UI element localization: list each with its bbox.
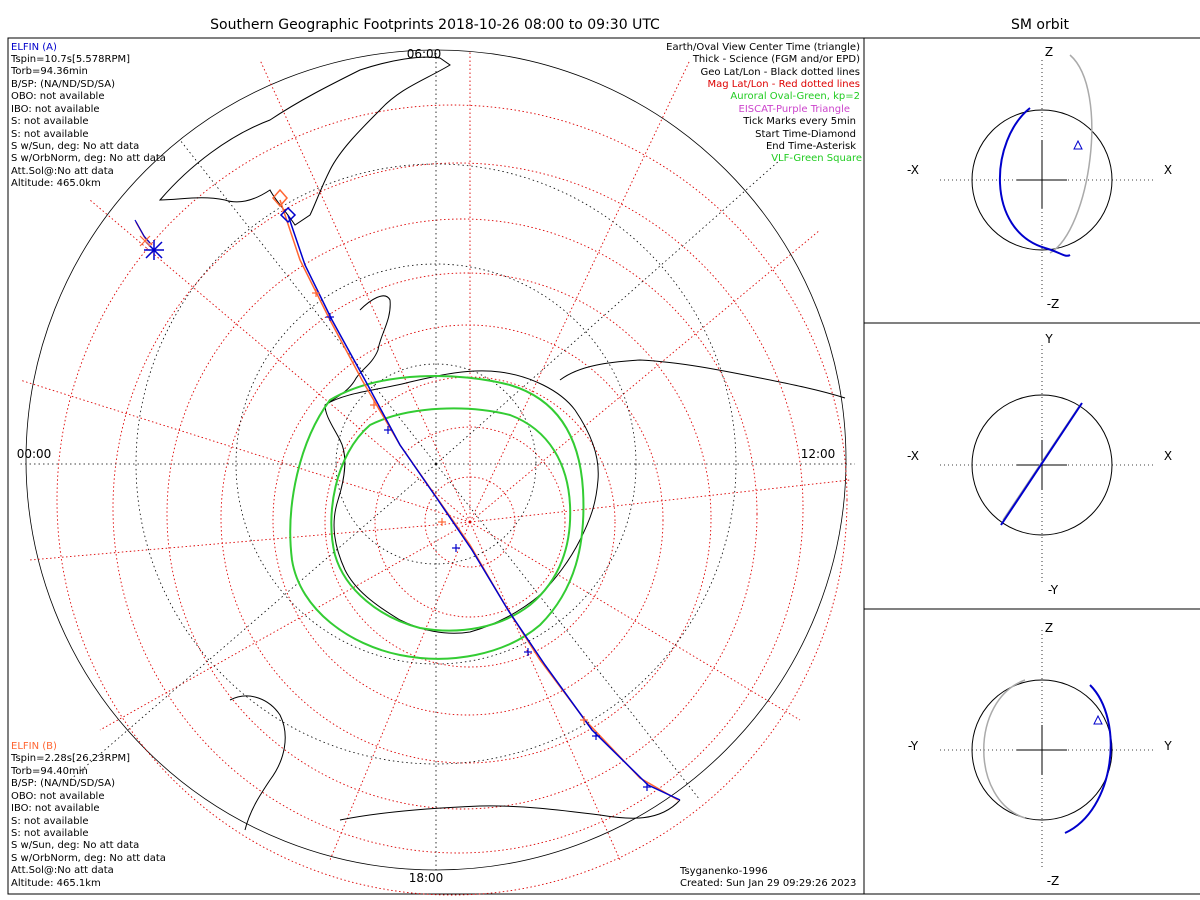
elfin-a-line: B/SP: (NA/ND/SD/SA) bbox=[11, 79, 115, 90]
elfin-b-line: Torb=94.40min bbox=[10, 766, 88, 777]
elfin-a-name: ELFIN (A) bbox=[11, 42, 57, 53]
auroral-oval-outer bbox=[289, 375, 585, 660]
sm-orbit-title: SM orbit bbox=[1011, 17, 1070, 33]
elfin-a-line: S w/Sun, deg: No att data bbox=[11, 141, 139, 152]
frame bbox=[7, 37, 1200, 895]
legend-entry: EISCAT-Purple Triangle bbox=[739, 104, 851, 115]
clock-label-right: 12:00 bbox=[801, 447, 836, 461]
legend-entry: Thick - Science (FGM and/or EPD) bbox=[692, 54, 860, 65]
axis-label-right: X bbox=[1164, 449, 1172, 463]
mag-grid bbox=[19, 50, 851, 896]
clock-label-bottom: 18:00 bbox=[409, 871, 444, 885]
legend-entry: Tick Marks every 5min bbox=[742, 116, 856, 127]
sm-panel-xz: Z -Z -X X bbox=[907, 45, 1172, 311]
axis-label-left: -X bbox=[907, 449, 919, 463]
legend-entry: Earth/Oval View Center Time (triangle) bbox=[666, 42, 860, 53]
legend-entry: Auroral Oval-Green, kp=2 bbox=[730, 91, 860, 102]
elfin-a-line: OBO: not available bbox=[11, 91, 105, 102]
elfin-b-line: S w/OrbNorm, deg: No att data bbox=[11, 853, 166, 864]
view-center-triangle bbox=[1073, 139, 1083, 150]
new-zealand-coast bbox=[339, 799, 681, 821]
elfin-b-line: Tspin=2.28s[26.23RPM] bbox=[10, 753, 130, 764]
auroral-oval-inner bbox=[330, 407, 572, 632]
legend-entry: Geo Lat/Lon - Black dotted lines bbox=[701, 67, 860, 78]
elfin-b-line: B/SP: (NA/ND/SD/SA) bbox=[11, 778, 115, 789]
elfin-b-line: S w/Sun, deg: No att data bbox=[11, 840, 139, 851]
elfin-a-tick-marks bbox=[326, 313, 651, 791]
elfin-b-orbit bbox=[1049, 54, 1093, 254]
elfin-b-orbit bbox=[983, 679, 1026, 819]
created-timestamp: Created: Sun Jan 29 09:29:26 2023 bbox=[680, 878, 856, 889]
satellite-tracks bbox=[134, 188, 681, 801]
elfin-a-line: S w/OrbNorm, deg: No att data bbox=[11, 153, 166, 164]
clock-label-top: 06:00 bbox=[407, 47, 442, 61]
auroral-oval bbox=[289, 375, 585, 660]
axis-label-top: Z bbox=[1045, 621, 1053, 635]
antarctic-peninsula-coast bbox=[324, 295, 391, 406]
australia-coast bbox=[559, 359, 846, 399]
elfin-b-info: ELFIN (B) Tspin=2.28s[26.23RPM] Torb=94.… bbox=[10, 741, 166, 889]
elfin-b-start-diamond bbox=[272, 188, 288, 208]
model-note: Tsyganenko-1996 bbox=[679, 866, 768, 877]
sm-panel-xy: Y -Y -X X bbox=[907, 332, 1172, 597]
elfin-b-name: ELFIN (B) bbox=[11, 741, 57, 752]
axis-label-bottom: -Z bbox=[1047, 874, 1060, 888]
clock-label-left: 00:00 bbox=[17, 447, 52, 461]
elfin-a-orbit bbox=[998, 107, 1071, 257]
coastlines bbox=[158, 56, 846, 831]
view-center-triangle bbox=[1093, 714, 1103, 725]
elfin-b-line: OBO: not available bbox=[11, 791, 105, 802]
map-boundary-circle bbox=[25, 49, 847, 871]
axis-label-bottom: -Y bbox=[1048, 583, 1059, 597]
elfin-b-end-asterisk bbox=[139, 235, 151, 247]
elfin-a-line: S: not available bbox=[11, 116, 89, 127]
polar-map: 06:00 00:00 12:00 18:00 bbox=[17, 47, 855, 896]
elfin-b-line: Att.Sol@:No att data bbox=[11, 865, 114, 876]
elfin-b-line: IBO: not available bbox=[11, 803, 100, 814]
elfin-a-line: Altitude: 465.0km bbox=[11, 178, 101, 189]
legend-entry: VLF-Green Square bbox=[771, 153, 862, 164]
axis-label-top: Y bbox=[1044, 332, 1053, 346]
axis-label-left: -X bbox=[907, 163, 919, 177]
elfin-a-info: ELFIN (A) Tspin=10.7s[5.578RPM] Torb=94.… bbox=[10, 42, 166, 189]
elfin-a-line: IBO: not available bbox=[11, 104, 100, 115]
axis-label-top: Z bbox=[1045, 45, 1053, 59]
legend-entry: Mag Lat/Lon - Red dotted lines bbox=[707, 79, 860, 90]
legend: Earth/Oval View Center Time (triangle) T… bbox=[666, 42, 862, 164]
main-title: Southern Geographic Footprints 2018-10-2… bbox=[210, 17, 660, 33]
elfin-b-tick-marks bbox=[312, 289, 588, 724]
axis-label-left: -Y bbox=[908, 739, 919, 753]
elfin-a-track bbox=[287, 214, 681, 801]
antarctica-coast bbox=[324, 370, 599, 634]
axis-label-right: X bbox=[1164, 163, 1172, 177]
south-america-coast bbox=[158, 56, 451, 226]
elfin-a-line: S: not available bbox=[11, 129, 89, 140]
elfin-a-line: Tspin=10.7s[5.578RPM] bbox=[10, 54, 130, 65]
elfin-b-line: S: not available bbox=[11, 828, 89, 839]
elfin-b-line: Altitude: 465.1km bbox=[11, 878, 101, 889]
geo-grid bbox=[20, 50, 855, 870]
elfin-a-orbit bbox=[1000, 402, 1083, 526]
elfin-a-line: Att.Sol@:No att data bbox=[11, 166, 114, 177]
elfin-a-line: Torb=94.36min bbox=[10, 66, 88, 77]
elfin-b-line: S: not available bbox=[11, 816, 89, 827]
sm-panel-yz: Z -Z -Y Y bbox=[908, 621, 1172, 888]
elfin-a-orbit bbox=[1064, 684, 1112, 834]
axis-label-bottom: -Z bbox=[1047, 297, 1060, 311]
axis-label-right: Y bbox=[1163, 739, 1172, 753]
africa-coast bbox=[229, 695, 286, 831]
legend-entry: End Time-Asterisk bbox=[766, 141, 856, 152]
elfin-a-start-diamond bbox=[279, 206, 297, 224]
legend-entry: Start Time-Diamond bbox=[755, 129, 856, 140]
elfin-a-short-track bbox=[134, 219, 151, 244]
